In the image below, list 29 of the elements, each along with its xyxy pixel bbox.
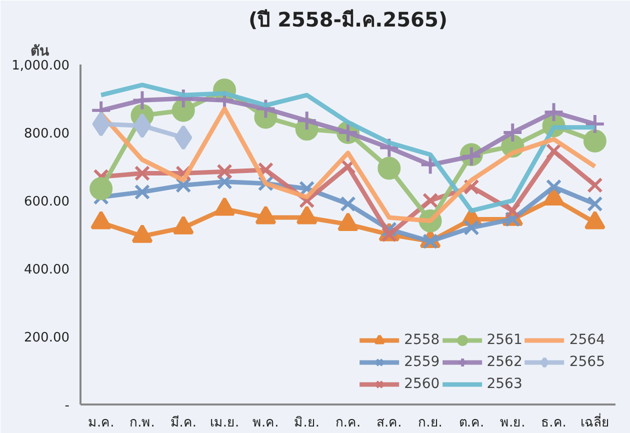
x-tick-label: ม.ค. [88,416,114,430]
legend-label: 2564 [569,332,605,348]
x-tick-label: มี.ค. [170,414,197,430]
y-tick-label: - [64,398,70,414]
x-tick-label: พ.ค. [252,416,279,430]
x-tick-label: ก.ค. [335,416,361,430]
legend-label: 2559 [404,354,440,370]
x-tick-label: เม.ย. [210,416,240,430]
x-tick-label: เฉลี่ย [580,414,610,430]
legend-label: 2558 [404,332,440,348]
y-tick-label: 400.00 [24,262,70,278]
x-tick-label: มิ.ย. [294,416,320,430]
y-axis-title: ตัน [30,44,50,60]
chart-title: (ปี 2558-มี.ค.2565) [248,8,448,32]
y-tick-label: 1,000.00 [12,58,70,74]
legend-label: 2565 [569,354,605,370]
legend-label: 2562 [486,354,522,370]
y-tick-label: 600.00 [24,194,70,210]
x-tick-label: พ.ย. [500,416,526,430]
y-tick-label: 800.00 [24,126,70,142]
legend-label: 2563 [486,376,522,392]
x-tick-label: ก.ย. [418,416,442,430]
legend-label: 2560 [404,376,440,392]
x-tick-label: ก.พ. [130,416,155,430]
x-tick-label: ธ.ค. [541,416,566,430]
y-tick-label: 200.00 [24,330,70,346]
x-tick-label: ส.ค. [376,416,402,430]
x-tick-label: ต.ค. [458,416,484,430]
legend-label: 2561 [486,332,522,348]
